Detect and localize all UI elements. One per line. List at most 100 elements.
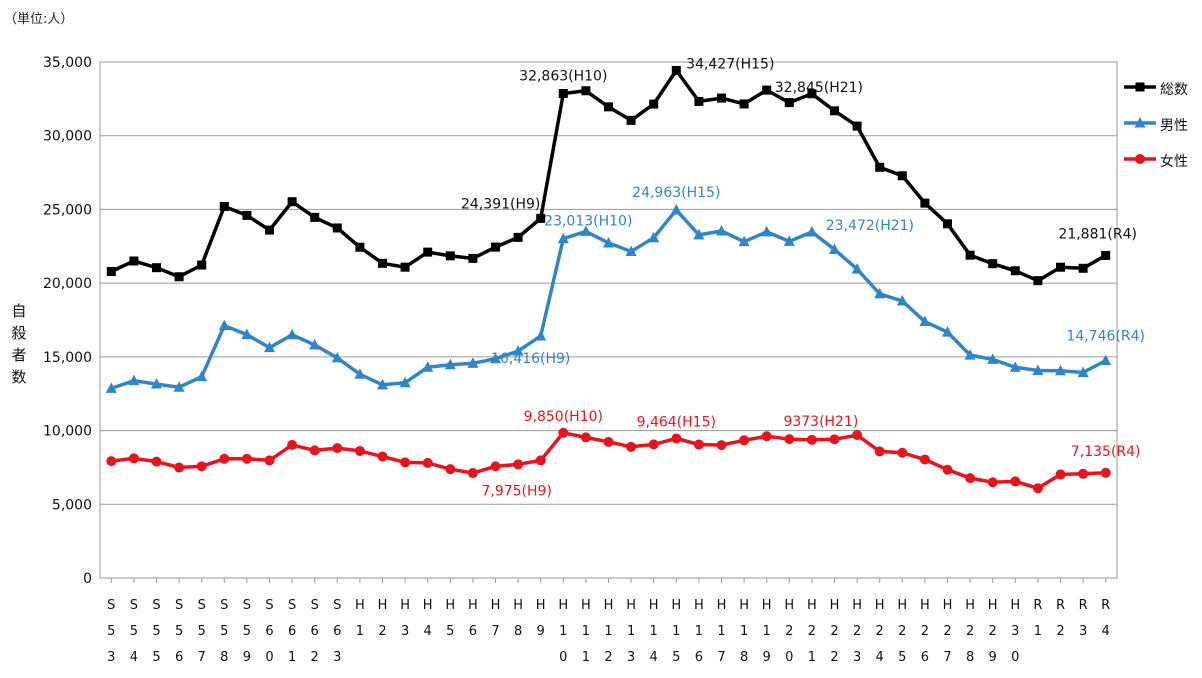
y-tick-label: 0 bbox=[83, 571, 92, 587]
data-point-female bbox=[784, 434, 795, 445]
data-point-male bbox=[896, 295, 908, 306]
data-point-total bbox=[965, 250, 975, 260]
data-point-total bbox=[1078, 263, 1088, 273]
data-point-total bbox=[830, 106, 839, 116]
data-point-male bbox=[128, 374, 140, 386]
data-point-total bbox=[649, 99, 659, 109]
data-label: 9373(H21) bbox=[783, 414, 858, 430]
data-point-total bbox=[197, 260, 207, 270]
data-label: 24,963(H15) bbox=[632, 185, 720, 201]
data-point-male bbox=[105, 382, 117, 393]
data-point-total bbox=[355, 242, 365, 252]
y-tick-label: 5,000 bbox=[52, 497, 92, 513]
y-tick-label: 25,000 bbox=[43, 202, 92, 218]
data-point-male bbox=[331, 351, 343, 363]
legend-label: 男性 bbox=[1160, 118, 1188, 134]
data-point-female bbox=[490, 461, 501, 472]
data-label: 21,881(R4) bbox=[1058, 226, 1137, 242]
data-point-male bbox=[173, 381, 185, 392]
data-point-total bbox=[626, 115, 636, 125]
data-point-female bbox=[693, 439, 704, 450]
data-point-total bbox=[694, 96, 704, 106]
data-label: 32,863(H10) bbox=[519, 69, 607, 85]
data-label: 14,746(R4) bbox=[1066, 329, 1145, 345]
data-point-female bbox=[580, 432, 591, 443]
data-point-female bbox=[332, 443, 343, 454]
data-point-total bbox=[671, 65, 681, 75]
data-point-total bbox=[1056, 262, 1065, 272]
data-point-total bbox=[287, 197, 297, 207]
data-point-male bbox=[535, 329, 547, 341]
data-point-male bbox=[309, 339, 321, 350]
y-tick-label: 10,000 bbox=[43, 424, 92, 440]
legend-item-male: 男性 bbox=[1122, 114, 1202, 150]
data-label: 23,013(H10) bbox=[544, 214, 632, 230]
data-point-total bbox=[491, 242, 500, 252]
data-point-male bbox=[806, 225, 818, 237]
data-label: 7,135(R4) bbox=[1071, 444, 1141, 460]
data-point-female bbox=[535, 455, 546, 466]
legend-label: 女性 bbox=[1160, 154, 1188, 170]
data-point-male bbox=[264, 341, 275, 353]
data-point-female bbox=[422, 457, 433, 468]
legend-swatch bbox=[1124, 117, 1156, 128]
data-point-total bbox=[988, 259, 998, 269]
data-point-female bbox=[151, 456, 162, 467]
data-label: 23,472(H21) bbox=[826, 218, 914, 234]
data-point-male bbox=[218, 319, 230, 331]
data-label: 16,416(H9) bbox=[491, 351, 570, 367]
data-point-female bbox=[1010, 476, 1021, 487]
data-point-total bbox=[875, 162, 885, 172]
data-point-female bbox=[106, 456, 117, 467]
data-label: 9,464(H15) bbox=[637, 414, 716, 430]
data-point-male bbox=[399, 376, 411, 388]
data-point-total bbox=[1010, 266, 1020, 276]
data-point-total bbox=[378, 258, 387, 268]
data-point-male bbox=[467, 357, 479, 368]
data-point-total bbox=[558, 89, 568, 99]
data-point-female bbox=[874, 446, 885, 457]
data-point-male bbox=[512, 345, 524, 356]
data-point-female bbox=[196, 461, 207, 472]
data-point-male bbox=[557, 232, 569, 244]
data-point-total bbox=[784, 98, 794, 108]
legend-swatch bbox=[1124, 82, 1156, 92]
data-point-male bbox=[670, 203, 682, 215]
data-point-male bbox=[1100, 354, 1112, 366]
data-point-male bbox=[987, 353, 999, 364]
data-point-total bbox=[852, 121, 862, 131]
data-point-total bbox=[310, 212, 320, 222]
data-point-female bbox=[287, 439, 298, 450]
data-label: 34,427(H15) bbox=[686, 56, 774, 72]
y-tick-label: 15,000 bbox=[43, 350, 92, 366]
data-point-male bbox=[829, 243, 840, 254]
data-point-male bbox=[851, 263, 863, 274]
data-point-male bbox=[490, 352, 501, 364]
data-point-male bbox=[1055, 364, 1066, 376]
data-point-male bbox=[196, 370, 208, 382]
data-point-female bbox=[128, 453, 139, 464]
data-point-male bbox=[1032, 364, 1044, 375]
series-line-total bbox=[110, 68, 1107, 283]
data-point-male bbox=[648, 231, 660, 243]
